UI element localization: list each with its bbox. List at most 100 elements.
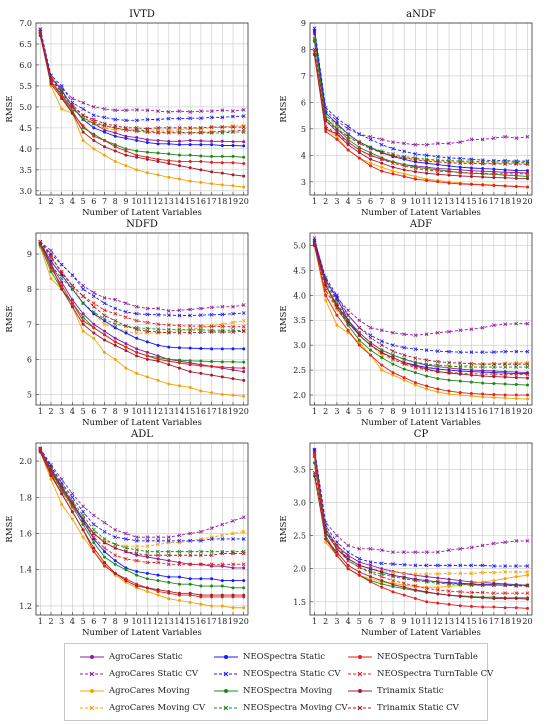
data-point: [503, 349, 507, 354]
x-tick-label: 14: [455, 617, 465, 626]
chart-1-ylabel: RMSE: [279, 95, 289, 122]
data-point: [231, 184, 235, 188]
data-point: [70, 305, 74, 309]
chart-3-xlabel: Number of Latent Variables: [361, 418, 481, 428]
data-point: [188, 385, 192, 389]
data-point: [391, 356, 395, 360]
data-point: [102, 529, 107, 534]
data-point: [469, 595, 473, 599]
data-point: [469, 571, 474, 576]
x-tick-label: 18: [500, 617, 510, 626]
x-tick-label: 6: [368, 407, 373, 416]
chart-4-series-agrocares-moving-line: [39, 451, 244, 609]
data-point: [102, 301, 107, 306]
chart-1-series-agrocares-moving: [312, 37, 530, 189]
data-point: [156, 359, 160, 363]
x-tick-label: 3: [59, 407, 64, 416]
x-tick-label: 7: [102, 617, 107, 626]
data-point: [92, 126, 96, 130]
y-tick-label: 9: [27, 250, 32, 259]
legend-label: AgroCares Moving CV: [109, 703, 206, 713]
data-point: [391, 578, 395, 583]
x-tick-label: 20: [522, 617, 532, 626]
x-tick-label: 19: [511, 407, 521, 416]
chart-3-grid: [310, 233, 532, 405]
data-point: [413, 174, 417, 178]
data-point: [156, 579, 160, 583]
chart-1-series-neospectra-turntable-cv-line: [314, 52, 528, 175]
chart-2: 1 2 3 4 5 6 7 8 9 10 11 12 13 14 15 16 17 18 19 2056789NDFD…: [5, 219, 249, 428]
data-point: [199, 125, 203, 130]
x-tick-label: 19: [511, 617, 521, 626]
data-point: [231, 114, 235, 119]
data-point: [199, 593, 203, 597]
data-point: [59, 262, 64, 267]
data-point: [346, 567, 350, 571]
data-point: [480, 570, 485, 575]
data-point: [145, 586, 149, 590]
legend-item-agrocares-static-cv: AgroCares Static CV: [79, 667, 198, 681]
legend-swatch-icon: [80, 671, 104, 677]
data-point: [156, 588, 160, 592]
data-point: [447, 181, 451, 185]
data-point: [210, 584, 214, 588]
data-point: [357, 563, 362, 568]
data-point: [323, 288, 328, 293]
data-point: [491, 171, 496, 176]
data-point: [368, 560, 373, 564]
data-point: [447, 364, 451, 368]
data-point: [436, 377, 440, 381]
data-point: [357, 570, 361, 574]
legend-item-agrocares-moving-cv: AgroCares Moving CV: [79, 701, 205, 715]
data-point: [59, 84, 64, 88]
data-point: [368, 335, 373, 340]
data-point: [145, 155, 149, 159]
data-point: [241, 515, 246, 520]
data-point: [199, 324, 203, 328]
data-point: [402, 332, 407, 337]
data-point: [379, 137, 384, 142]
x-tick-label: 18: [217, 197, 227, 206]
legend-swatch-icon: [348, 689, 372, 693]
x-tick-label: 13: [164, 197, 174, 206]
data-point: [231, 143, 235, 147]
data-point: [526, 185, 530, 189]
x-tick-label: 10: [132, 197, 142, 206]
data-point: [357, 325, 362, 330]
data-point: [199, 549, 203, 554]
data-point: [199, 553, 203, 558]
data-point: [435, 349, 440, 354]
data-point: [492, 167, 496, 171]
data-point: [91, 294, 96, 299]
data-point: [458, 161, 463, 166]
chart-3-series-neospectra-moving-cv-line: [314, 242, 528, 368]
data-point: [166, 116, 171, 121]
data-point: [413, 371, 417, 375]
data-point: [60, 107, 64, 111]
chart-3-series-neospectra-turntable-cv: [312, 241, 530, 377]
chart-2-xlabel: Number of Latent Variables: [82, 418, 202, 428]
data-point: [113, 134, 117, 138]
data-point: [113, 306, 118, 311]
legend-label: NEOSpectra TurnTable CV: [377, 669, 494, 679]
chart-1-series-neospectra-moving-line: [314, 41, 528, 177]
data-point: [458, 604, 462, 608]
data-point: [220, 537, 225, 541]
data-point: [346, 134, 351, 139]
data-point: [436, 576, 440, 580]
chart-3-series-agrocares-moving-line: [314, 245, 528, 400]
data-point: [156, 557, 160, 561]
data-point: [113, 340, 117, 344]
x-tick-label: 20: [522, 407, 532, 416]
chart-2-ylabel: RMSE: [5, 305, 15, 332]
x-tick-label: 6: [91, 407, 96, 416]
x-tick-label: 5: [357, 617, 362, 626]
chart-5-series-neospectra-static-cv-line: [314, 449, 528, 567]
data-point: [81, 138, 85, 142]
y-tick-label: 5: [27, 390, 32, 399]
data-point: [188, 159, 192, 163]
data-point: [503, 606, 507, 610]
data-point: [480, 137, 485, 142]
data-point: [188, 562, 193, 567]
data-point: [480, 171, 485, 176]
